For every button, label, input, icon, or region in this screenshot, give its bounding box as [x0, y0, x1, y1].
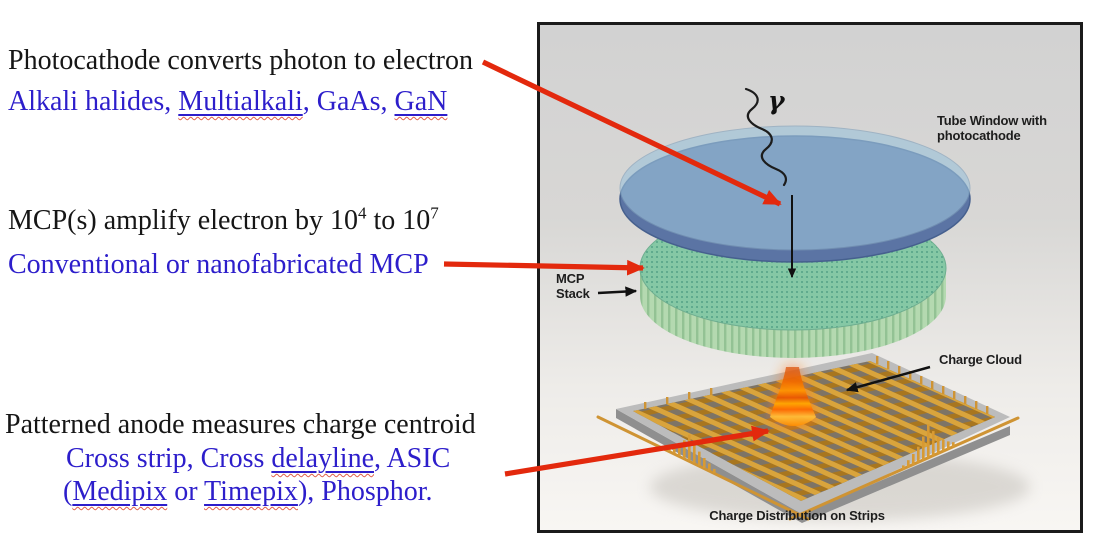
tube-window-label-line1: Tube Window with	[937, 113, 1047, 128]
photocathode-materials: Alkali halides, Multialkali, GaAs, GaN	[8, 86, 448, 118]
tube-window-label-line2: photocathode	[937, 128, 1021, 143]
tube-window-disk	[619, 125, 971, 263]
anode-text-part: Timepix	[204, 476, 298, 507]
materials-text-part: , GaAs,	[302, 86, 395, 117]
anode-underlined: Medipix	[72, 476, 167, 507]
charge-distribution-label: Charge Distribution on Strips	[709, 508, 884, 523]
figure-box: γ Tube Window with photocathode MCP Stac…	[537, 22, 1083, 533]
anode-plate	[616, 353, 1010, 523]
anode-text-part: delayline	[271, 443, 374, 474]
mcp-heading-part: to 10	[366, 205, 431, 236]
mcp-detail: Conventional or nanofabricated MCP	[8, 249, 429, 280]
anode-text-part: (	[63, 476, 73, 507]
exponent: 7	[430, 203, 439, 223]
charge-cloud	[770, 367, 816, 426]
mcp-heading: MCP(s) amplify electron by 104 to 107	[8, 203, 439, 237]
mcp-stack-arrow	[597, 286, 638, 297]
anode-underlined: delayline	[271, 443, 374, 474]
mcp-heading-part: MCP(s) amplify electron by 10	[8, 205, 358, 236]
materials-text-part: Alkali halides,	[8, 86, 179, 117]
anode-options-line2: (Medipix or Timepix), Phosphor.	[63, 476, 433, 508]
charge-cloud-label: Charge Cloud	[939, 352, 1022, 367]
gamma-symbol: γ	[768, 86, 786, 115]
photocathode-heading: Photocathode converts photon to electron	[8, 45, 473, 76]
anode-text-part: Medipix	[72, 476, 168, 507]
anode-text-part: Cross strip, Cross	[66, 443, 272, 474]
materials-text-part: GaN	[394, 86, 448, 117]
charge-cloud-arrow	[845, 365, 931, 393]
anode-options-line1: Cross strip, Cross delayline, ASIC	[66, 443, 451, 475]
materials-underlined: GaN	[395, 86, 448, 117]
anode-text-part: or	[167, 476, 205, 507]
detector-scene: γ Tube Window with photocathode MCP Stac…	[556, 86, 1047, 523]
exponent: 4	[357, 203, 367, 223]
mcp-stack-label-line1: MCP	[556, 271, 585, 286]
anode-underlined: Timepix	[204, 476, 298, 507]
materials-underlined: Multialkali	[178, 86, 302, 117]
mcp-stack-label-line2: Stack	[556, 286, 591, 301]
charge-histogram-right	[902, 424, 955, 470]
anode-heading: Patterned anode measures charge centroid	[5, 409, 476, 440]
strip-teeth	[644, 356, 989, 414]
anode-text-part: ), Phosphor.	[297, 476, 433, 507]
materials-text-part: Multialkali	[178, 86, 303, 117]
anode-text-part: , ASIC	[374, 443, 451, 474]
